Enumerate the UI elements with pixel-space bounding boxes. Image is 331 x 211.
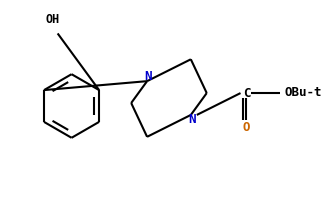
Text: OH: OH: [46, 14, 60, 27]
Text: O: O: [243, 121, 250, 134]
Text: N: N: [188, 113, 196, 126]
Text: N: N: [144, 70, 152, 83]
Text: C: C: [243, 87, 250, 100]
Text: OBu-t: OBu-t: [284, 86, 322, 99]
